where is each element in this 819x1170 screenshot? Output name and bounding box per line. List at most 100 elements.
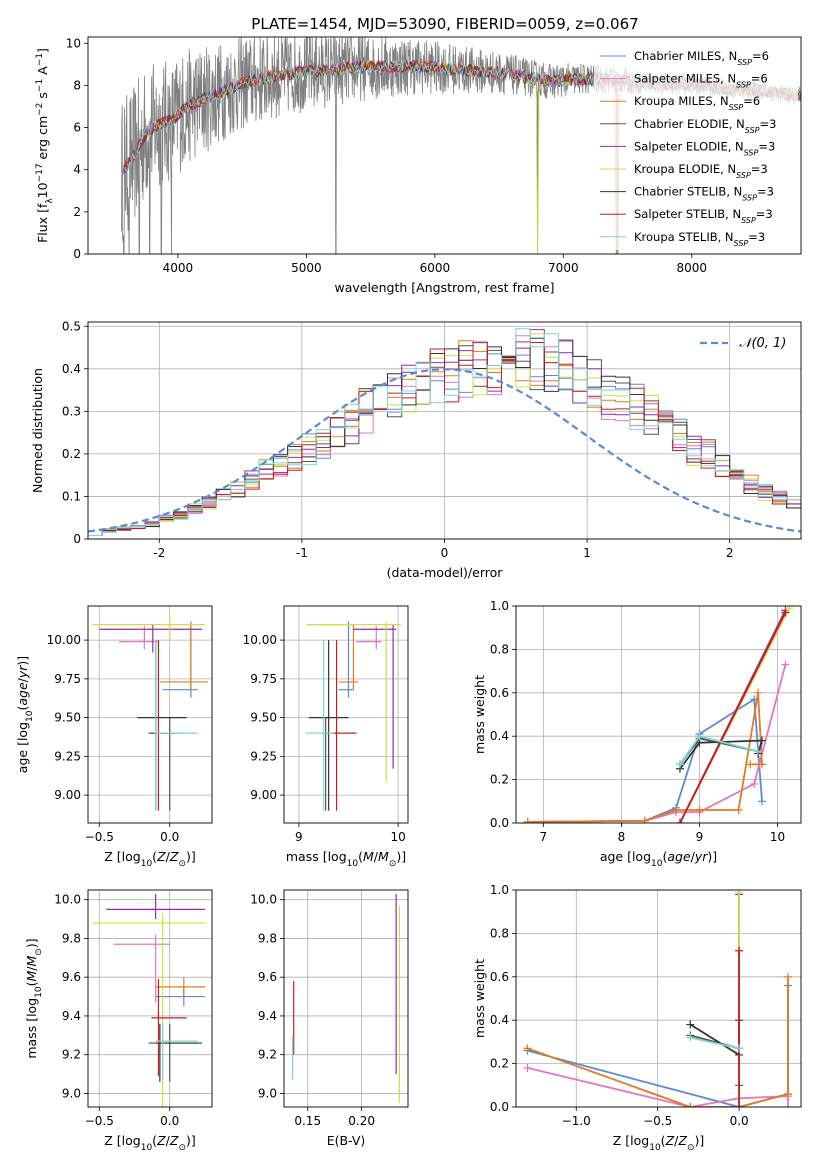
- y-tick-label: 10.00: [47, 633, 81, 647]
- axis-ticks: -2 -1 0 1 2 0 0.1 0.2 0.3 0.4 0.5: [62, 319, 734, 560]
- y-axis-label: mass weight: [472, 675, 487, 754]
- y-tick-label: 9.2: [62, 1048, 81, 1062]
- weight-marker: [746, 760, 755, 769]
- y-tick-label: 10.00: [243, 633, 277, 647]
- plot-area: [92, 616, 208, 811]
- y-tick-label: 9.75: [250, 672, 277, 686]
- grid-lines: [516, 889, 801, 1108]
- plot-area: [292, 893, 400, 1104]
- y-tick-label: 4: [73, 163, 81, 177]
- axis-ticks: 0.15 0.20 9.0 9.2 9.4 9.6 9.8 10.0: [250, 893, 375, 1128]
- histogram-legend: 𝒩(0, 1): [700, 336, 786, 351]
- axis-ticks: −0.5 0.0 9.00 9.25 9.50 9.75 10.00: [47, 633, 180, 844]
- y-tick-label: 9.25: [54, 749, 81, 763]
- weight-marker: [695, 805, 704, 814]
- x-axis-label: wavelength [Angstrom, rest frame]: [334, 280, 554, 295]
- chart-residuals: -2 -1 0 1 2 0 0.1 0.2 0.3 0.4 0.5 (data-model)/erro…: [30, 319, 802, 580]
- weight-marker: [523, 817, 532, 823]
- x-tick-label: −0.5: [85, 1114, 114, 1128]
- y-axis-label: mass [log10(M/M⊙)]: [24, 938, 44, 1058]
- weight-marker: [781, 608, 790, 617]
- x-tick-label: 10: [390, 830, 405, 844]
- y-axis-label: mass weight: [472, 959, 487, 1038]
- x-tick-label: 8000: [677, 261, 708, 275]
- chart-age_vs_mass: 9 10 9.00 9.25 9.50 9.75 10.00 mass [log10(M/M⊙…: [243, 605, 409, 869]
- x-tick-label: 0.20: [348, 1114, 375, 1128]
- x-axis-label: age [log10(age/yr)]: [600, 849, 717, 869]
- y-tick-label: 1.0: [490, 883, 509, 897]
- plot-area: [88, 328, 801, 539]
- y-tick-label: 9.25: [250, 749, 277, 763]
- weight-marker: [675, 819, 684, 823]
- legend-box: [594, 42, 798, 250]
- x-tick-label: -2: [153, 546, 165, 560]
- weight-marker: [686, 1020, 695, 1029]
- x-tick-label: −0.5: [643, 1114, 672, 1128]
- y-tick-label: 0.2: [490, 773, 509, 787]
- weight-marker: [754, 688, 763, 697]
- y-tick-label: 0.0: [490, 816, 509, 830]
- x-tick-label: 4000: [163, 261, 194, 275]
- legend-label: Kroupa STELIB, NSSP=3: [634, 230, 765, 248]
- weight-line: [527, 692, 763, 823]
- y-tick-label: 9.00: [54, 788, 81, 802]
- weight-marker: [783, 972, 792, 981]
- x-axis-label: Z [log10(Z/Z⊙)]: [104, 1133, 196, 1153]
- x-tick-label: 0.15: [294, 1114, 321, 1128]
- x-tick-label: 0: [441, 546, 449, 560]
- y-tick-label: 0.6: [490, 686, 509, 700]
- x-tick-label: 7: [540, 830, 548, 844]
- y-tick-label: 0.8: [490, 926, 509, 940]
- x-tick-label: 6000: [420, 261, 451, 275]
- weight-marker: [686, 1103, 695, 1107]
- chart-mass_vs_Z: −0.5 0.0 9.0 9.2 9.4 9.6 9.8 10.0 Z [log10(Z/Z⊙)…: [24, 889, 213, 1153]
- x-tick-label: 0.0: [730, 1114, 749, 1128]
- y-tick-label: 9.00: [250, 788, 277, 802]
- y-tick-label: 9.0: [62, 1086, 81, 1100]
- chart-spectrum: 4000 5000 6000 7000 8000 0 2 4 6 8 10 wavelength [A…: [35, 36, 802, 295]
- chart-mass_vs_ebv: 0.15 0.20 9.0 9.2 9.4 9.6 9.8 10.0 E(B-V): [250, 889, 409, 1148]
- y-tick-label: 9.6: [258, 970, 277, 984]
- axes-frame: [87, 321, 802, 540]
- plot-area: [523, 890, 792, 1107]
- axis-ticks: 4000 5000 6000 7000 8000 0 2 4 6 8 10: [66, 36, 707, 275]
- spectrum-legend: Chabrier MILES, NSSP=6 Salpeter MILES, NS…: [594, 42, 798, 250]
- weight-marker: [783, 1089, 792, 1098]
- axes-frame: [283, 889, 409, 1108]
- legend-label: Salpeter ELODIE, NSSP=3: [634, 139, 775, 157]
- axes-frame: [283, 605, 409, 824]
- axes-frame: [87, 605, 213, 824]
- y-tick-label: 0.4: [62, 362, 81, 376]
- weight-marker: [750, 779, 759, 788]
- legend-label: 𝒩(0, 1): [739, 336, 786, 351]
- y-tick-label: 9.8: [62, 931, 81, 945]
- x-tick-label: 2: [726, 546, 734, 560]
- weight-marker: [783, 1103, 792, 1107]
- grid-lines: [284, 606, 408, 823]
- x-axis-label: mass [log10(M/M⊙)]: [286, 849, 406, 869]
- x-tick-label: −0.5: [85, 830, 114, 844]
- chart-age_vs_Z: −0.5 0.0 9.00 9.25 9.50 9.75 10.00 Z [log10(Z/Z…: [15, 605, 213, 869]
- legend-label: Chabrier STELIB, NSSP=3: [634, 185, 774, 203]
- y-tick-label: 0.3: [62, 404, 81, 418]
- y-tick-label: 9.50: [250, 711, 277, 725]
- weight-line: [690, 1036, 740, 1050]
- plot-area: [92, 893, 205, 1107]
- y-tick-label: 2: [73, 205, 81, 219]
- axes-frame: [87, 36, 802, 255]
- y-tick-label: 9.8: [258, 931, 277, 945]
- weight-marker: [734, 805, 743, 814]
- weight-marker: [754, 747, 763, 756]
- x-tick-label: 7000: [548, 261, 579, 275]
- weight-marker: [686, 1033, 695, 1042]
- grid-lines: [88, 606, 212, 823]
- y-tick-label: 0.4: [490, 1013, 509, 1027]
- y-tick-label: 10.0: [54, 893, 81, 907]
- y-axis-label: Flux [fλ10−17 erg cm−2 s−1 A−1]: [35, 48, 55, 243]
- axes-frame: [515, 605, 802, 824]
- y-tick-label: 0.2: [62, 447, 81, 461]
- normal-curve-line: [88, 368, 801, 533]
- weight-line: [527, 697, 763, 823]
- weight-marker: [735, 1103, 744, 1107]
